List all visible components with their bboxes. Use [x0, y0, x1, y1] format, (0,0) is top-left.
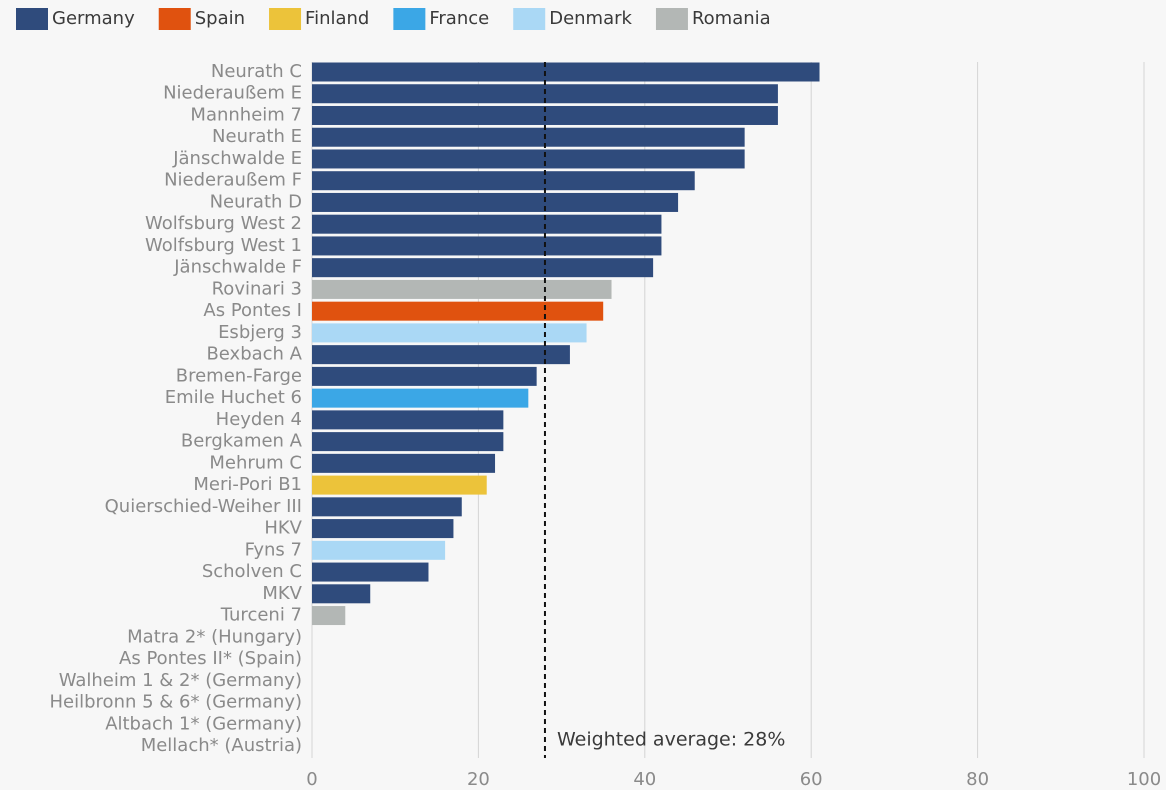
y-tick-label: MKV	[262, 583, 302, 604]
bar	[312, 497, 462, 517]
bar	[312, 606, 346, 626]
y-tick-label: Heilbronn 5 & 6* (Germany)	[50, 692, 302, 713]
bar	[312, 323, 587, 343]
legend-swatch	[158, 8, 191, 30]
bar	[312, 388, 529, 408]
bar	[312, 149, 745, 169]
bar	[312, 127, 745, 147]
legend-swatch	[655, 8, 688, 30]
legend-label: France	[429, 8, 489, 29]
y-tick-label: Jänschwalde F	[173, 257, 302, 278]
y-tick-label: Neurath D	[210, 191, 302, 212]
y-tick-label: Walheim 1 & 2* (Germany)	[59, 670, 302, 691]
y-tick-label: Neurath C	[211, 61, 302, 82]
y-tick-label: Fyns 7	[245, 539, 302, 560]
y-tick-label: Heyden 4	[216, 409, 302, 430]
bar	[312, 301, 604, 321]
legend-label: Denmark	[549, 8, 632, 29]
bar	[312, 453, 496, 473]
y-tick-label: Niederaußem E	[163, 83, 302, 104]
legend-label: Finland	[305, 8, 369, 29]
bar	[312, 366, 537, 386]
y-tick-label: As Pontes I	[203, 300, 302, 321]
bar	[312, 279, 612, 299]
x-tick-label: 80	[966, 769, 989, 790]
y-tick-label: Wolfsburg West 1	[145, 235, 302, 256]
x-tick-label: 20	[467, 769, 490, 790]
legend-swatch	[393, 8, 426, 30]
x-tick-label: 0	[306, 769, 317, 790]
y-tick-label: Bremen-Farge	[176, 365, 302, 386]
bar	[312, 192, 679, 212]
y-tick-label: Scholven C	[202, 561, 302, 582]
y-tick-label: Mannheim 7	[190, 104, 302, 125]
bar	[312, 258, 654, 278]
x-tick-label: 40	[633, 769, 656, 790]
legend-label: Germany	[52, 8, 135, 29]
y-tick-label: Meri-Pori B1	[193, 474, 302, 495]
y-tick-label: Neurath E	[212, 126, 302, 147]
bar	[312, 540, 446, 560]
y-tick-label: HKV	[264, 518, 302, 539]
bar	[312, 562, 429, 582]
reference-label: Weighted average: 28%	[557, 729, 785, 751]
y-tick-label: Esbjerg 3	[218, 322, 302, 343]
bar	[312, 171, 695, 191]
y-tick-label: Jänschwalde E	[172, 148, 302, 169]
y-tick-label: Matra 2* (Hungary)	[127, 626, 302, 647]
bar	[312, 345, 570, 365]
y-tick-label: Mehrum C	[209, 452, 302, 473]
y-tick-label: Wolfsburg West 2	[145, 213, 302, 234]
legend-label: Spain	[195, 8, 245, 29]
legend-swatch	[16, 8, 48, 30]
legend-swatch	[269, 8, 302, 30]
y-tick-label: Rovinari 3	[212, 278, 302, 299]
x-tick-label: 60	[800, 769, 823, 790]
y-tick-label: Emile Huchet 6	[165, 387, 302, 408]
y-tick-label: Turceni 7	[220, 605, 302, 626]
y-tick-label: Altbach 1* (Germany)	[105, 713, 302, 734]
bar	[312, 519, 454, 539]
legend-swatch	[513, 8, 546, 30]
bar	[312, 105, 778, 125]
bar	[312, 584, 371, 604]
y-tick-label: As Pontes II* (Spain)	[119, 648, 302, 669]
bar	[312, 410, 504, 430]
bar	[312, 62, 820, 82]
y-tick-label: Niederaußem F	[164, 170, 302, 191]
bar	[312, 432, 504, 452]
x-tick-label: 100	[1127, 769, 1161, 790]
y-tick-label: Mellach* (Austria)	[141, 735, 302, 756]
y-tick-label: Quierschied-Weiher III	[105, 496, 302, 517]
y-tick-label: Bergkamen A	[181, 431, 303, 452]
legend-label: Romania	[692, 8, 771, 29]
y-tick-label: Bexbach A	[206, 344, 302, 365]
bar	[312, 475, 487, 495]
bar	[312, 236, 662, 256]
bar	[312, 214, 662, 234]
